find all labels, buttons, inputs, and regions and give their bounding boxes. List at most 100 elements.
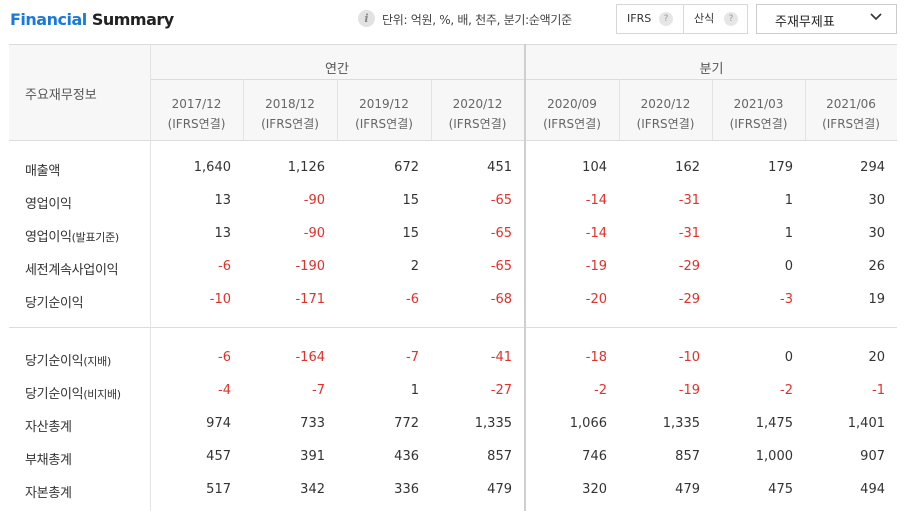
table-cell: -171 xyxy=(295,292,325,307)
table-cell: 162 xyxy=(675,160,700,175)
help-icon[interactable]: ? xyxy=(724,12,738,26)
table-cell: 294 xyxy=(860,160,885,175)
table-cell: 320 xyxy=(582,482,607,497)
divider xyxy=(337,79,338,140)
basis-toggle: IFRS ? 산식 ? xyxy=(616,4,748,34)
table-cell: -90 xyxy=(303,193,325,208)
table-cell: 2 xyxy=(410,259,419,274)
table-cell: 391 xyxy=(300,449,325,464)
row-label: 자본총계 xyxy=(25,482,72,501)
table-cell: 1,335 xyxy=(474,416,512,431)
period-date: 2019/12 xyxy=(359,97,409,111)
period-date: 2020/09 xyxy=(547,97,597,111)
table-cell: -18 xyxy=(585,350,607,365)
divider xyxy=(524,44,526,511)
row-label: 영업이익 xyxy=(25,193,72,212)
help-icon[interactable]: ? xyxy=(659,12,673,26)
table-cell: 907 xyxy=(860,449,885,464)
table-cell: 733 xyxy=(300,416,325,431)
row-label: 당기순이익(비지배) xyxy=(25,383,121,402)
divider xyxy=(619,79,620,140)
table-cell: 457 xyxy=(206,449,231,464)
table-cell: 974 xyxy=(206,416,231,431)
table-cell: 857 xyxy=(487,449,512,464)
table-cell: -19 xyxy=(678,383,700,398)
row-label-text: 부채총계 xyxy=(25,453,72,468)
row-label: 당기순이익 xyxy=(25,292,84,311)
table-cell: 494 xyxy=(860,482,885,497)
table-cell: 1 xyxy=(784,226,793,241)
table-cell: 517 xyxy=(206,482,231,497)
table-cell: -7 xyxy=(312,383,325,398)
table-cell: 15 xyxy=(402,193,419,208)
row-label: 부채총계 xyxy=(25,449,72,468)
table-cell: 1 xyxy=(784,193,793,208)
title-financial: Financial xyxy=(10,10,87,29)
financial-summary-header: Financial Summary i 단위: 억원, %, 배, 천주, 분기… xyxy=(0,0,911,43)
table-cell: -65 xyxy=(490,259,512,274)
table-cell: 104 xyxy=(582,160,607,175)
period-header: 2020/09 (IFRS연결) xyxy=(525,94,619,134)
table-cell: 475 xyxy=(768,482,793,497)
table-cell: -10 xyxy=(678,350,700,365)
table-cell: 1,401 xyxy=(847,416,885,431)
table-cell: -65 xyxy=(490,193,512,208)
period-date: 2018/12 xyxy=(265,97,315,111)
basis-formula-label: 산식 xyxy=(694,12,715,25)
row-label-text: 매출액 xyxy=(25,164,60,179)
table-cell: 13 xyxy=(214,226,231,241)
table-cell: -29 xyxy=(678,292,700,307)
table-cell: 26 xyxy=(868,259,885,274)
table-cell: -14 xyxy=(585,193,607,208)
row-label-text: 자본총계 xyxy=(25,486,72,501)
table-cell: 479 xyxy=(487,482,512,497)
table-cell: 30 xyxy=(868,226,885,241)
table-cell: -2 xyxy=(780,383,793,398)
table-cell: -90 xyxy=(303,226,325,241)
table-cell: 1,335 xyxy=(662,416,700,431)
table-cell: -31 xyxy=(678,226,700,241)
row-label-sub: (비지배) xyxy=(83,388,121,401)
basis-ifrs-button[interactable]: IFRS ? xyxy=(617,5,683,33)
period-header: 2018/12 (IFRS연결) xyxy=(243,94,337,134)
divider xyxy=(712,79,713,140)
period-date: 2020/12 xyxy=(640,97,691,111)
unit-text: 단위: 억원, %, 배, 천주, 분기:순액기준 xyxy=(382,13,572,27)
row-label: 세전계속사업이익 xyxy=(25,259,119,278)
table-cell: -6 xyxy=(406,292,419,307)
table-cell: -65 xyxy=(490,226,512,241)
divider xyxy=(150,44,151,511)
period-basis: (IFRS연결) xyxy=(167,117,226,131)
table-cell: -6 xyxy=(218,259,231,274)
row-label-text: 영업이익 xyxy=(25,197,72,212)
table-cell: 1,126 xyxy=(287,160,325,175)
table-cell: 1,475 xyxy=(755,416,793,431)
statement-select[interactable]: 주재무제표 xyxy=(756,4,897,34)
period-date: 2021/03 xyxy=(733,97,784,111)
table-cell: -29 xyxy=(678,259,700,274)
table-cell: 857 xyxy=(675,449,700,464)
table-cell: 479 xyxy=(675,482,700,497)
table-cell: 15 xyxy=(402,226,419,241)
table-cell: -10 xyxy=(209,292,231,307)
basis-ifrs-label: IFRS xyxy=(627,12,652,25)
group-annual: 연간 xyxy=(325,62,349,77)
corner-header: 주요재무정보 xyxy=(25,88,97,103)
divider xyxy=(150,79,897,80)
basis-formula-button[interactable]: 산식 ? xyxy=(683,5,748,33)
info-icon[interactable]: i xyxy=(358,10,375,27)
table-cell: -14 xyxy=(585,226,607,241)
period-header: 2020/12 (IFRS연결) xyxy=(619,94,712,134)
row-label-text: 세전계속사업이익 xyxy=(25,263,119,278)
divider xyxy=(805,79,806,140)
table-cell: 1,640 xyxy=(193,160,231,175)
period-basis: (IFRS연결) xyxy=(448,117,507,131)
table-cell: -7 xyxy=(406,350,419,365)
row-label-sub: (지배) xyxy=(83,355,111,368)
table-cell: 13 xyxy=(214,193,231,208)
row-label-text: 영업이익 xyxy=(25,230,72,245)
period-basis: (IFRS연결) xyxy=(636,117,695,131)
title-summary: Summary xyxy=(91,10,174,29)
table-cell: 672 xyxy=(394,160,419,175)
row-label-text: 당기순이익 xyxy=(25,296,84,311)
